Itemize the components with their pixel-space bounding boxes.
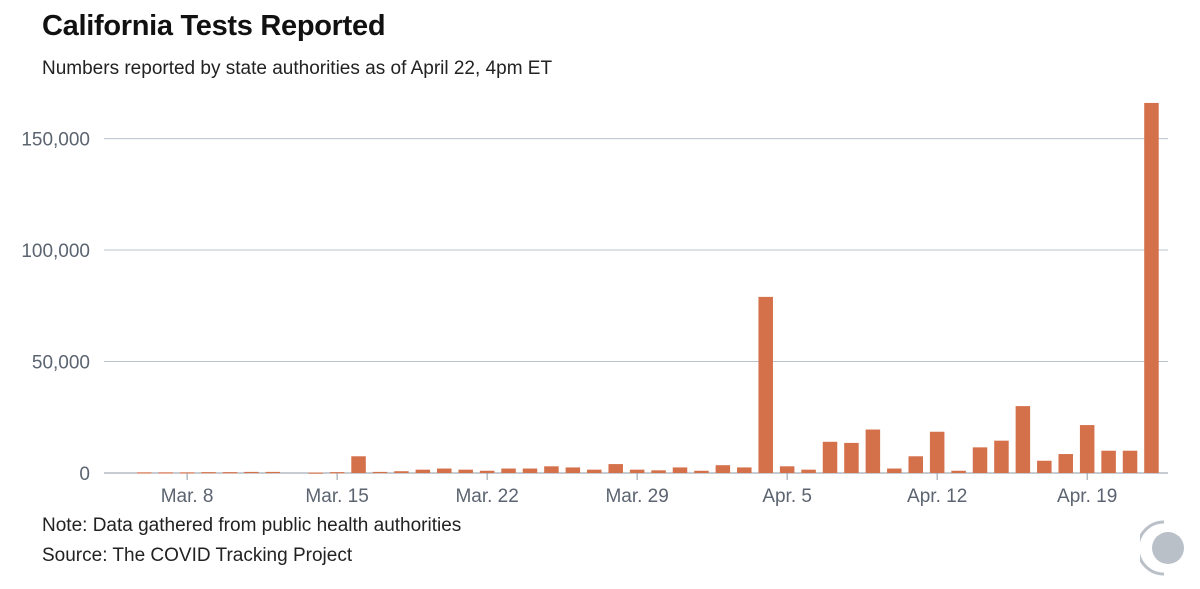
- bar: [522, 468, 538, 473]
- bar: [1101, 450, 1116, 473]
- bar: [458, 469, 473, 473]
- bar: [929, 431, 945, 473]
- bar: [351, 456, 366, 473]
- bar: [694, 470, 709, 473]
- bar: [1122, 450, 1138, 473]
- bar: [329, 472, 345, 474]
- bar: [544, 466, 559, 473]
- bar: [137, 472, 152, 474]
- chart-subtitle: Numbers reported by state authorities as…: [42, 58, 553, 79]
- bar: [201, 472, 216, 474]
- x-tick-label: Mar. 29: [605, 486, 668, 507]
- bar: [629, 469, 645, 473]
- bar: [887, 468, 902, 473]
- bar: [801, 469, 816, 473]
- bar: [1037, 460, 1052, 473]
- x-tick-label: Apr. 19: [1057, 486, 1117, 507]
- y-tick-label: 150,000: [21, 130, 90, 151]
- bar: [1144, 102, 1159, 474]
- bar: [1015, 406, 1031, 473]
- bar: [822, 441, 838, 473]
- footer-source: Source: The COVID Tracking Project: [42, 545, 353, 566]
- bar: [415, 469, 431, 473]
- x-tick-label: Apr. 5: [762, 486, 812, 507]
- bar: [951, 470, 966, 473]
- bar: [1079, 425, 1095, 473]
- bar: [972, 447, 988, 473]
- covid-tracking-project-logo-icon: [1140, 520, 1184, 576]
- bar: [308, 472, 323, 474]
- bar: [222, 472, 238, 474]
- bar: [158, 472, 173, 474]
- bar: [479, 470, 495, 473]
- bar: [994, 440, 1009, 473]
- bar: [437, 468, 452, 473]
- bar: [179, 472, 195, 474]
- bar: [587, 469, 602, 473]
- bar: [565, 467, 581, 473]
- y-tick-label: 100,000: [21, 241, 90, 262]
- bar: [608, 464, 623, 473]
- x-tick-label: Apr. 12: [907, 486, 967, 507]
- bar: [779, 466, 795, 473]
- footer-note: Note: Data gathered from public health a…: [42, 515, 462, 536]
- bar: [737, 467, 752, 473]
- bar: [372, 471, 388, 474]
- bar-chart: 0 50,000 100,000 150,000 Mar. 8 Mar. 15 Mar. 2…: [21, 102, 1168, 507]
- bar: [651, 470, 666, 473]
- bar: [244, 471, 259, 474]
- bar: [1058, 454, 1073, 473]
- bar: [715, 465, 731, 473]
- bar: [758, 296, 773, 473]
- x-tick-label: Mar. 8: [161, 486, 214, 507]
- bar: [394, 471, 409, 473]
- bar: [501, 468, 516, 473]
- y-tick-label: 50,000: [32, 353, 90, 374]
- bar: [865, 429, 881, 473]
- bar: [672, 467, 688, 473]
- x-tick-label: Mar. 22: [455, 486, 518, 507]
- y-tick-label: 0: [79, 464, 90, 485]
- bar: [908, 456, 923, 473]
- bar: [844, 442, 859, 473]
- x-tick-label: Mar. 15: [305, 486, 368, 507]
- bar: [265, 471, 281, 474]
- chart-title: California Tests Reported: [42, 10, 386, 42]
